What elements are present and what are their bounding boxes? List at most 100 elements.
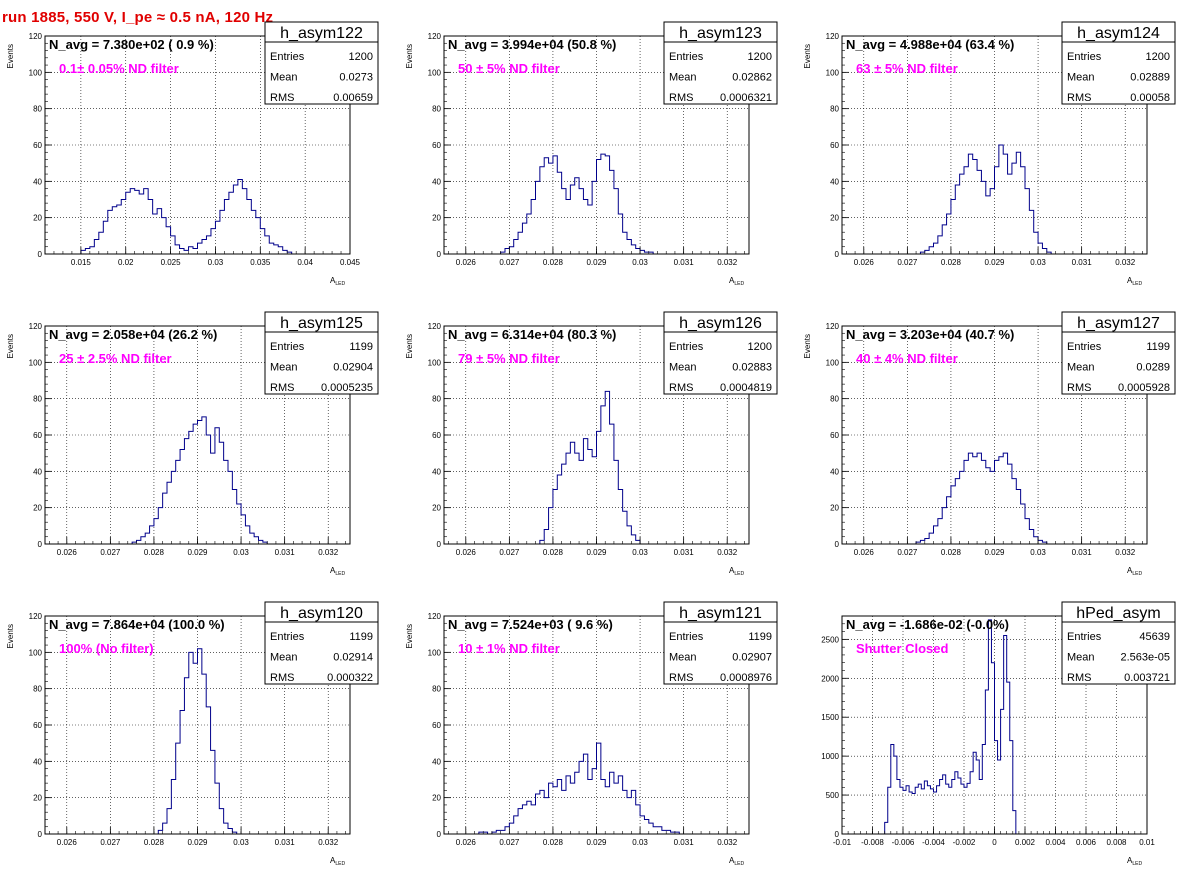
stats-box [663,21,778,105]
x-tick-label: 0.028 [144,548,165,557]
x-tick-label: 0.032 [717,838,738,847]
y-tick-label: 80 [432,685,441,694]
stats-value: 1200 [748,51,772,63]
y-tick-label: 80 [33,685,42,694]
x-tick-label: -0.002 [953,838,976,847]
stats-label: Mean [669,362,697,374]
x-axis-label-subscript: LED [335,861,345,867]
x-tick-label: 0.03 [208,258,224,267]
x-tick-label: 0.026 [854,548,875,557]
stats-box [264,311,379,395]
y-tick-label: 80 [432,105,441,114]
histogram-name: hPed_asym [1076,605,1161,622]
histogram-panel-h_asym122: 0.015 0.02 0.025 0.03 0.035 0.04 0.045 0 20 40 60 8… [6,21,379,287]
x-tick-label: 0.032 [318,548,339,557]
x-axis-label: ALED [1127,276,1142,287]
y-tick-label: 0 [835,250,840,259]
n-avg-label: N_avg = 2.058e+04 (26.2 %) [49,327,217,342]
n-avg-label: N_avg = 7.524e+03 ( 9.6 %) [448,617,613,632]
x-tick-label: 0.029 [187,838,208,847]
filter-label: 50 ± 5% ND filter [458,61,560,76]
y-tick-label: 40 [432,757,441,766]
stats-value: 1199 [748,631,772,643]
y-tick-label: 0 [437,830,442,839]
y-tick-label: 0 [38,250,43,259]
y-tick-label: 120 [29,32,43,41]
x-tick-label: 0.032 [717,548,738,557]
y-tick-label: 100 [428,358,442,367]
x-tick-label: 0.026 [456,258,477,267]
y-tick-label: 20 [33,214,42,223]
filter-label: 63 ± 5% ND filter [856,61,958,76]
y-tick-label: 60 [432,141,441,150]
x-axis-label-subscript: LED [734,281,744,287]
stats-value: 0.003721 [1124,672,1170,684]
x-tick-label: 0.03 [632,838,648,847]
y-tick-label: 40 [830,467,839,476]
stats-value: 0.0004819 [720,382,772,394]
y-tick-label: 40 [33,467,42,476]
x-tick-label: 0.031 [1072,548,1093,557]
x-tick-label: 0.035 [250,258,271,267]
x-tick-label: 0.027 [897,258,918,267]
histogram-panel-h_asym120: 0.026 0.027 0.028 0.029 0.03 0.031 0.032 0 20 40 6… [6,601,379,867]
stats-value: 1200 [349,51,373,63]
y-tick-label: 20 [830,504,839,513]
y-axis-label: Events [803,44,812,68]
stats-label: Entries [669,51,704,63]
stats-box [264,601,379,685]
y-tick-label: 80 [432,395,441,404]
x-tick-label: 0.02 [118,258,134,267]
y-tick-label: 60 [830,141,839,150]
n-avg-label: N_avg = 3.203e+04 (40.7 %) [846,327,1014,342]
x-tick-label: 0.01 [1139,838,1155,847]
histogram-name: h_asym122 [280,25,363,42]
y-tick-label: 1000 [821,752,839,761]
histogram-name: h_asym127 [1077,315,1160,332]
y-axis-label: Events [6,44,15,68]
y-tick-label: 40 [432,177,441,186]
stats-label: Mean [270,72,298,84]
stats-label: Mean [669,72,697,84]
y-tick-label: 60 [33,431,42,440]
stats-label: Mean [1067,652,1095,664]
x-tick-label: 0.031 [1072,258,1093,267]
x-tick-label: 0.025 [161,258,182,267]
filter-label: 10 ± 1% ND filter [458,641,560,656]
x-tick-label: 0.028 [543,258,564,267]
y-axis-label: Events [6,624,15,648]
y-tick-label: 500 [826,791,840,800]
x-axis-label: ALED [330,566,345,577]
y-tick-label: 100 [428,68,442,77]
x-tick-label: -0.008 [861,838,884,847]
y-axis-label: Events [405,334,414,358]
histogram-name: h_asym120 [280,605,363,622]
y-tick-label: 40 [33,757,42,766]
stats-value: 1200 [1146,51,1170,63]
y-tick-label: 80 [33,395,42,404]
n-avg-label: N_avg = 6.314e+04 (80.3 %) [448,327,616,342]
x-tick-label: 0.008 [1106,838,1127,847]
x-axis-label: ALED [1127,856,1142,867]
x-tick-label: 0.028 [941,548,962,557]
y-tick-label: 60 [33,721,42,730]
stats-label: RMS [669,382,693,394]
histogram-panel-h_asym125: 0.026 0.027 0.028 0.029 0.03 0.031 0.032 0 20 40 6… [6,311,379,577]
x-tick-label: 0.031 [674,838,695,847]
stats-label: Entries [270,51,305,63]
y-tick-label: 60 [432,721,441,730]
y-axis-label: Events [6,334,15,358]
x-tick-label: 0.03 [1030,258,1046,267]
histogram-series-h_asym121 [478,742,680,835]
stats-box [1061,601,1176,685]
x-axis-label-subscript: LED [1132,571,1142,577]
stats-label: Mean [270,362,298,374]
histogram-panel-h_asym123: 0.026 0.027 0.028 0.029 0.03 0.031 0.032 0 20 40 6… [405,21,778,287]
y-tick-label: 20 [33,794,42,803]
x-axis-label-subscript: LED [1132,861,1142,867]
x-axis-label-subscript: LED [335,571,345,577]
stats-value: 0.02914 [333,652,373,664]
stats-label: Mean [270,652,298,664]
histogram-name: h_asym123 [679,25,762,42]
